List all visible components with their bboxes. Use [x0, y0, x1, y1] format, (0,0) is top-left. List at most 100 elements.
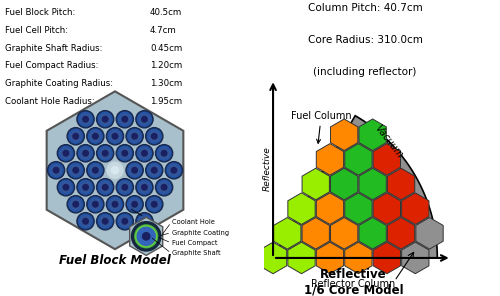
Polygon shape — [388, 168, 414, 200]
Text: Fuel Compact Radius:: Fuel Compact Radius: — [5, 61, 98, 70]
Circle shape — [162, 184, 167, 190]
Circle shape — [146, 196, 163, 213]
Circle shape — [152, 168, 157, 173]
Circle shape — [112, 167, 118, 174]
Circle shape — [168, 165, 179, 176]
Circle shape — [120, 182, 130, 193]
Circle shape — [51, 165, 62, 176]
Text: Fuel Cell Pitch:: Fuel Cell Pitch: — [5, 26, 68, 35]
Polygon shape — [302, 218, 330, 249]
Circle shape — [73, 202, 78, 207]
Text: Column Pitch: 40.7cm: Column Pitch: 40.7cm — [308, 3, 422, 13]
Circle shape — [157, 146, 171, 160]
Circle shape — [159, 148, 170, 159]
Circle shape — [70, 131, 81, 141]
Polygon shape — [316, 144, 344, 175]
Polygon shape — [402, 242, 429, 274]
Circle shape — [58, 145, 74, 162]
Text: Graphite Shaft Radius:: Graphite Shaft Radius: — [5, 44, 102, 53]
Circle shape — [100, 182, 110, 193]
Circle shape — [106, 196, 124, 213]
Circle shape — [166, 162, 182, 179]
Circle shape — [83, 184, 88, 190]
Polygon shape — [273, 116, 438, 258]
Text: Graphite Coating Radius:: Graphite Coating Radius: — [5, 79, 113, 88]
Circle shape — [128, 163, 141, 177]
Circle shape — [118, 146, 132, 160]
Polygon shape — [130, 217, 162, 255]
Circle shape — [136, 226, 156, 246]
Polygon shape — [302, 168, 330, 200]
Circle shape — [149, 199, 160, 210]
Circle shape — [107, 162, 123, 178]
Circle shape — [139, 182, 150, 193]
Circle shape — [102, 150, 108, 156]
Circle shape — [120, 148, 130, 159]
Circle shape — [83, 117, 88, 122]
Circle shape — [142, 117, 147, 122]
Circle shape — [136, 111, 153, 128]
Circle shape — [128, 197, 141, 211]
Circle shape — [130, 165, 140, 176]
Polygon shape — [402, 193, 429, 224]
Circle shape — [142, 233, 150, 240]
Text: (including reflector): (including reflector) — [314, 67, 416, 77]
Circle shape — [106, 128, 124, 145]
Circle shape — [138, 146, 151, 160]
Polygon shape — [288, 193, 315, 224]
Text: Fuel Compact: Fuel Compact — [172, 240, 218, 246]
Circle shape — [54, 168, 59, 173]
Circle shape — [130, 199, 140, 210]
Polygon shape — [373, 242, 400, 274]
Circle shape — [92, 202, 98, 207]
Polygon shape — [330, 218, 358, 249]
Circle shape — [152, 133, 157, 139]
Circle shape — [136, 213, 153, 230]
Text: 1.30cm: 1.30cm — [150, 79, 182, 88]
Circle shape — [60, 182, 71, 193]
Polygon shape — [274, 218, 301, 249]
Circle shape — [116, 111, 134, 128]
Circle shape — [159, 182, 170, 193]
Circle shape — [146, 128, 163, 145]
Text: 1/6 Core Model: 1/6 Core Model — [304, 284, 403, 296]
Circle shape — [122, 184, 128, 190]
Circle shape — [78, 146, 92, 160]
Circle shape — [126, 162, 144, 179]
Circle shape — [59, 180, 73, 194]
Circle shape — [70, 199, 81, 210]
Polygon shape — [359, 218, 386, 249]
Circle shape — [139, 216, 150, 227]
Circle shape — [110, 131, 120, 141]
Polygon shape — [373, 144, 400, 175]
Text: Fuel Column: Fuel Column — [291, 111, 352, 143]
Text: Reflector Column: Reflector Column — [312, 279, 396, 289]
Circle shape — [136, 145, 153, 162]
Polygon shape — [388, 218, 414, 249]
Circle shape — [148, 197, 161, 211]
Circle shape — [110, 199, 120, 210]
Circle shape — [67, 162, 84, 179]
Circle shape — [138, 214, 151, 228]
Polygon shape — [359, 168, 386, 200]
Circle shape — [70, 165, 81, 176]
Circle shape — [88, 163, 102, 177]
Circle shape — [142, 184, 147, 190]
Circle shape — [139, 148, 150, 159]
Polygon shape — [316, 242, 344, 274]
Circle shape — [120, 114, 130, 125]
Circle shape — [98, 180, 112, 194]
Circle shape — [116, 213, 134, 230]
Polygon shape — [316, 193, 344, 224]
Circle shape — [77, 145, 94, 162]
Circle shape — [92, 168, 98, 173]
Polygon shape — [330, 119, 358, 151]
Circle shape — [88, 197, 102, 211]
Circle shape — [98, 112, 112, 126]
Circle shape — [80, 216, 91, 227]
Circle shape — [48, 162, 64, 179]
Circle shape — [96, 145, 114, 162]
Polygon shape — [416, 218, 443, 249]
Circle shape — [132, 168, 138, 173]
Circle shape — [146, 162, 163, 179]
